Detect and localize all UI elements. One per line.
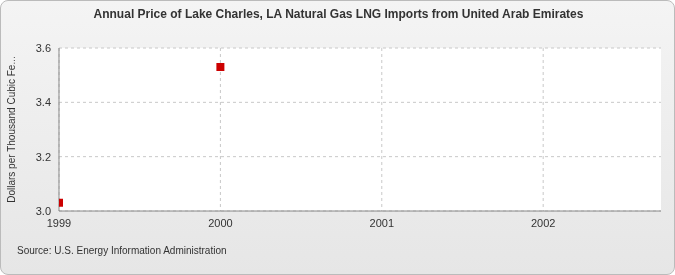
svg-text:3.6: 3.6	[36, 42, 51, 54]
svg-text:2000: 2000	[208, 217, 232, 229]
html-text:Source: U.S. Energy Informatio: Source: U.S. Energy Information Administ…	[17, 245, 227, 256]
svg-text:Dollars per Thousand Cubic Fe.: Dollars per Thousand Cubic Fe...	[8, 56, 17, 203]
svg-text:1999: 1999	[47, 217, 71, 229]
svg-text:3.4: 3.4	[36, 96, 51, 108]
svg-text:3.2: 3.2	[36, 151, 51, 163]
html-text:Annual Price of Lake Charles,: Annual Price of Lake Charles, LA Natural…	[93, 7, 584, 21]
svg-text:2001: 2001	[370, 217, 394, 229]
svg-text:2002: 2002	[531, 217, 555, 229]
svg-text:3.0: 3.0	[36, 205, 51, 217]
